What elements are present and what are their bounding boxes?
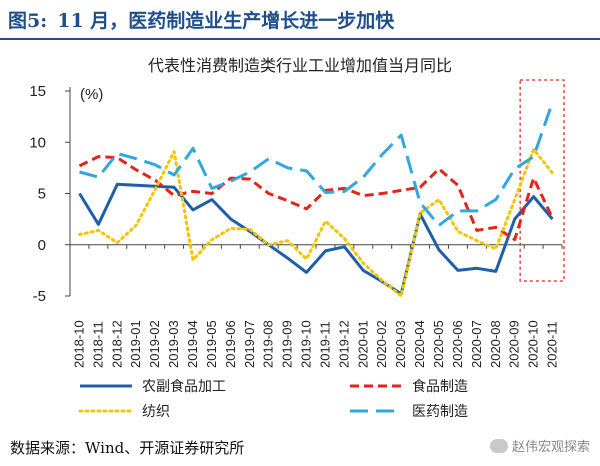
x-tick-label: 2019-01 (128, 320, 143, 368)
x-tick-label: 2020-07 (469, 320, 484, 368)
y-tick-label: 15 (29, 83, 46, 100)
x-tick-label: 2020-06 (450, 320, 465, 368)
x-tick-label: 2019-11 (317, 321, 332, 368)
x-tick-label: 2020-04 (412, 320, 427, 368)
x-tick-label: 2018-11 (90, 321, 105, 368)
x-tick-label: 2020-10 (526, 320, 541, 368)
series-line-3 (78, 147, 554, 298)
y-tick-label: 0 (38, 237, 46, 254)
x-tick-label: 2019-02 (147, 320, 162, 368)
x-tick-label: 2019-12 (336, 320, 351, 368)
x-tick-label: 2018-10 (71, 320, 86, 368)
y-tick-label: 5 (38, 186, 46, 203)
x-tick-label: 2019-06 (223, 320, 238, 368)
y-tick-label: 10 (29, 134, 46, 151)
x-tick-label: 2020-02 (374, 320, 389, 368)
source-note: 数据来源：Wind、开源证券研究所 (10, 439, 245, 457)
x-tick-label: 2020-08 (488, 320, 503, 368)
x-tick-label: 2019-03 (166, 320, 181, 368)
watermark-label: 赵伟宏观探索 (511, 440, 590, 455)
legend-label-2: 食品制造 (412, 378, 468, 395)
chart-title: 代表性消费制造类行业工业增加值当月同比 (147, 56, 452, 75)
legend-label-3: 纺织 (142, 404, 170, 420)
legend-label-1: 农副食品加工 (142, 378, 226, 395)
x-tick-label: 2019-10 (299, 320, 314, 368)
x-tick-label: 2018-12 (109, 320, 124, 368)
watermark: 赵伟宏观探索 (489, 436, 590, 455)
x-tick-label: 2019-05 (204, 320, 219, 368)
series-line-4 (79, 101, 554, 227)
x-tick-label: 2020-11 (545, 321, 560, 368)
legend-label-4: 医药制造 (412, 404, 468, 420)
x-tick-label: 2020-09 (507, 320, 522, 368)
figure-number: 图5: (8, 9, 48, 32)
x-tick-label: 2020-05 (431, 320, 446, 368)
y-axis-unit: (%) (80, 86, 103, 103)
highlight-box (519, 79, 565, 282)
x-tick-label: 2019-08 (261, 320, 276, 368)
figure-title: 11 月，医药制造业生产增长进一步加快 (57, 9, 395, 32)
y-tick-label: -5 (33, 288, 46, 305)
x-tick-label: 2019-09 (280, 320, 295, 368)
x-tick-label: 2020-03 (393, 320, 408, 368)
figure-header: 图5: 11 月，医药制造业生产增长进一步加快 (0, 0, 600, 40)
series-line-1 (78, 182, 554, 296)
x-tick-label: 2019-07 (242, 320, 257, 368)
x-tick-label: 2020-01 (355, 320, 370, 368)
wechat-icon (489, 438, 508, 453)
x-tick-label: 2019-04 (185, 320, 200, 368)
